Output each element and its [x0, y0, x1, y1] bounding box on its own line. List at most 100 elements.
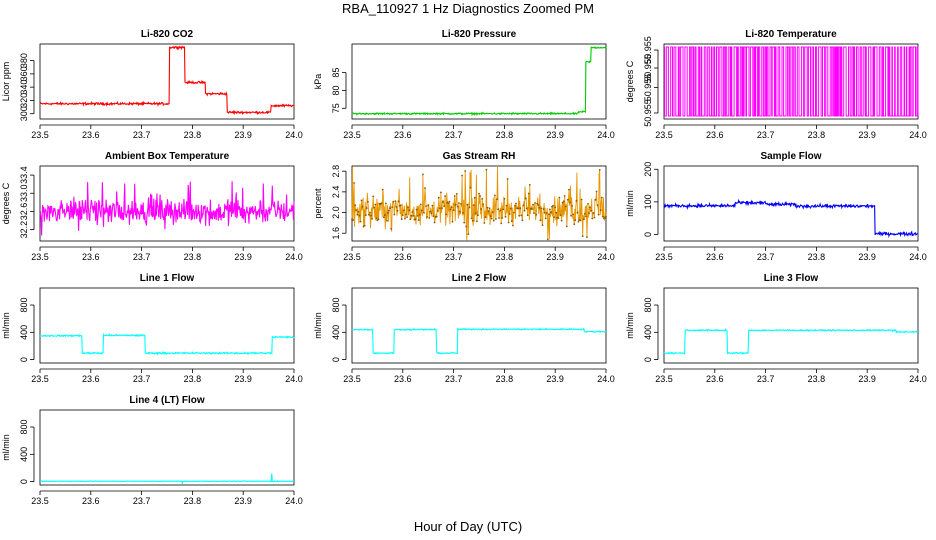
- data-point: [506, 178, 509, 180]
- data-point: [543, 211, 546, 214]
- data-point: [483, 222, 486, 224]
- data-point: [518, 214, 521, 217]
- data-point: [406, 216, 408, 219]
- data-point: [456, 205, 459, 208]
- data-point: [599, 209, 602, 212]
- x-tick-label: 23.8: [496, 130, 514, 140]
- data-point: [358, 214, 361, 217]
- data-point: [563, 195, 566, 197]
- data-point: [508, 213, 511, 215]
- data-point: [559, 214, 562, 217]
- data-point: [477, 214, 479, 217]
- data-point: [485, 168, 488, 171]
- data-point: [464, 170, 467, 172]
- data-point: [552, 204, 554, 207]
- data-point: [436, 210, 439, 212]
- x-tick-label: 23.5: [31, 252, 49, 262]
- panel-7: Line 1 Flow 23.5 23.6 23.7 23.8 23.9 24.0 0 400 8…: [1, 273, 303, 384]
- data-point: [368, 213, 370, 216]
- series-line: [351, 46, 607, 117]
- plot-frame: [663, 165, 919, 242]
- data-point: [423, 212, 425, 214]
- plot-frame: [39, 409, 295, 486]
- data-point: [409, 218, 412, 221]
- x-tick-label: 23.7: [445, 252, 463, 262]
- y-tick-label: 2.0: [331, 206, 341, 219]
- x-tick-label: 23.8: [808, 374, 826, 384]
- data-point: [386, 219, 388, 222]
- data-point: [420, 209, 423, 212]
- data-point: [424, 187, 426, 190]
- y-tick-label: 400: [643, 325, 653, 340]
- data-point: [513, 211, 515, 214]
- y-axis-label: percent: [313, 188, 323, 219]
- data-point: [373, 206, 376, 209]
- data-point: [557, 217, 560, 220]
- panel-title: Line 3 Flow: [764, 273, 819, 284]
- y-tick-label: 320: [19, 93, 29, 108]
- data-point: [447, 202, 450, 205]
- x-tick-label: 23.7: [133, 252, 151, 262]
- panel-6: Sample Flow 23.5 23.6 23.7 23.8 23.9 24.0 0 100 2…: [625, 151, 927, 262]
- data-point: [495, 218, 497, 220]
- data-point: [507, 221, 510, 224]
- y-axis-label: kPa: [313, 74, 323, 90]
- data-point: [365, 207, 368, 210]
- data-point: [469, 186, 472, 189]
- data-point: [497, 208, 499, 211]
- data-point: [392, 200, 395, 203]
- x-tick-label: 23.9: [858, 252, 876, 262]
- x-tick-label: 24.0: [909, 252, 927, 262]
- data-point: [568, 188, 570, 191]
- data-point: [429, 210, 432, 213]
- data-point: [588, 212, 590, 215]
- y-tick-label: 0: [19, 357, 29, 362]
- y-axis-label: ml/min: [625, 190, 635, 217]
- series-line: [39, 332, 295, 356]
- x-tick-label: 23.9: [546, 374, 564, 384]
- x-tick-label: 23.9: [234, 496, 252, 506]
- data-point: [523, 209, 526, 212]
- panel-title: Gas Stream RH: [443, 151, 516, 162]
- data-point: [509, 207, 512, 210]
- y-tick-label: 800: [19, 420, 29, 435]
- x-tick-label: 23.6: [82, 130, 100, 140]
- data-point: [549, 208, 551, 211]
- data-point: [355, 209, 358, 212]
- data-point: [553, 216, 555, 219]
- x-tick-label: 23.5: [31, 130, 49, 140]
- data-point: [462, 212, 464, 214]
- data-point: [394, 200, 397, 203]
- x-tick-label: 23.6: [706, 374, 724, 384]
- figure-title: RBA_110927 1 Hz Diagnostics Zoomed PM: [342, 1, 594, 16]
- data-point: [532, 203, 534, 206]
- x-tick-label: 23.9: [234, 130, 252, 140]
- data-point: [594, 198, 597, 201]
- data-point: [372, 195, 375, 198]
- data-point: [486, 206, 489, 209]
- data-point: [605, 215, 607, 218]
- series-points: [351, 168, 607, 241]
- data-point: [515, 202, 517, 205]
- x-tick-label: 23.7: [133, 496, 151, 506]
- data-point: [459, 210, 461, 213]
- data-point: [431, 204, 434, 207]
- data-point: [438, 207, 441, 210]
- data-point: [467, 233, 470, 236]
- data-point: [481, 198, 484, 200]
- y-tick-label: 50.955: [643, 74, 653, 102]
- data-point: [492, 219, 495, 222]
- data-point: [537, 204, 540, 206]
- data-point: [450, 206, 453, 209]
- data-point: [376, 219, 379, 222]
- y-tick-label: 80: [331, 85, 341, 95]
- data-point: [524, 197, 527, 200]
- data-point: [383, 214, 386, 217]
- data-point: [381, 188, 384, 191]
- data-point: [528, 184, 531, 186]
- data-point: [526, 214, 529, 217]
- data-point: [539, 219, 542, 222]
- data-point: [562, 200, 565, 203]
- x-tick-label: 23.8: [184, 496, 202, 506]
- data-point: [463, 221, 466, 224]
